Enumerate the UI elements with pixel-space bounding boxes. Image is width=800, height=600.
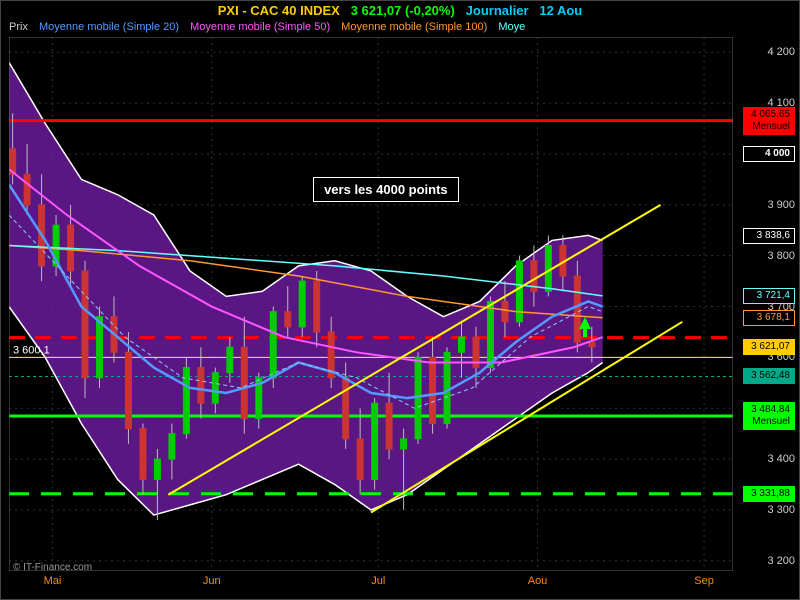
arrow-stem xyxy=(583,329,587,337)
watermark: © IT-Finance.com xyxy=(13,562,92,573)
price-label: 3 678,1 xyxy=(743,310,795,326)
title-bar: PXI - CAC 40 INDEX 3 621,07 (-0,20%) Jou… xyxy=(1,3,799,18)
price-label: 3 484,84Mensuel xyxy=(743,402,795,430)
x-tick: Jul xyxy=(371,575,385,587)
y-tick: 3 900 xyxy=(735,199,795,211)
price-label: 3 721,4 xyxy=(743,288,795,304)
legend-ma20: Moyenne mobile (Simple 20) xyxy=(39,21,179,33)
y-axis: 3 2003 3003 4003 5003 6003 7003 8003 900… xyxy=(735,37,795,571)
arrow-up-icon xyxy=(579,317,591,329)
y-tick: 3 400 xyxy=(735,453,795,465)
y-tick: 4 200 xyxy=(735,46,795,58)
y-tick: 3 300 xyxy=(735,504,795,516)
price-label: 3 838,6 xyxy=(743,228,795,244)
legend-prix: Prix xyxy=(9,21,28,33)
title-symbol: PXI - CAC 40 INDEX xyxy=(218,3,340,18)
chart-container: PXI - CAC 40 INDEX 3 621,07 (-0,20%) Jou… xyxy=(0,0,800,600)
title-date: 12 Aou xyxy=(539,3,582,18)
price-label: 4 065,65Mensuel xyxy=(743,107,795,135)
x-axis: Mai Jun Jul Aou Sep xyxy=(9,575,733,595)
x-tick: Aou xyxy=(528,575,548,587)
x-tick: Jun xyxy=(203,575,221,587)
chart-area[interactable]: 3 600,1 vers les 4000 points xyxy=(9,37,733,571)
price-label: 3 562,48 xyxy=(743,368,795,384)
y-tick: 3 200 xyxy=(735,555,795,567)
title-price: 3 621,07 xyxy=(351,3,402,18)
y-tick: 3 800 xyxy=(735,250,795,262)
price-label: 3 621,07 xyxy=(743,339,795,355)
legend-ma-extra: Moye xyxy=(498,21,525,33)
svg-text:3 600,1: 3 600,1 xyxy=(13,344,50,356)
legend-ma100: Moyenne mobile (Simple 100) xyxy=(341,21,487,33)
legend-ma50: Moyenne mobile (Simple 50) xyxy=(190,21,330,33)
price-label: 4 000 xyxy=(743,146,795,162)
legend-bar: Prix Moyenne mobile (Simple 20) Moyenne … xyxy=(9,21,525,33)
x-tick: Mai xyxy=(44,575,62,587)
annotation-box: vers les 4000 points xyxy=(313,177,459,202)
title-change: (-0,20%) xyxy=(405,3,455,18)
price-label: 3 331,88 xyxy=(743,486,795,502)
title-timeframe: Journalier xyxy=(466,3,529,18)
x-tick: Sep xyxy=(694,575,714,587)
chart-svg: 3 600,1 xyxy=(9,37,733,571)
